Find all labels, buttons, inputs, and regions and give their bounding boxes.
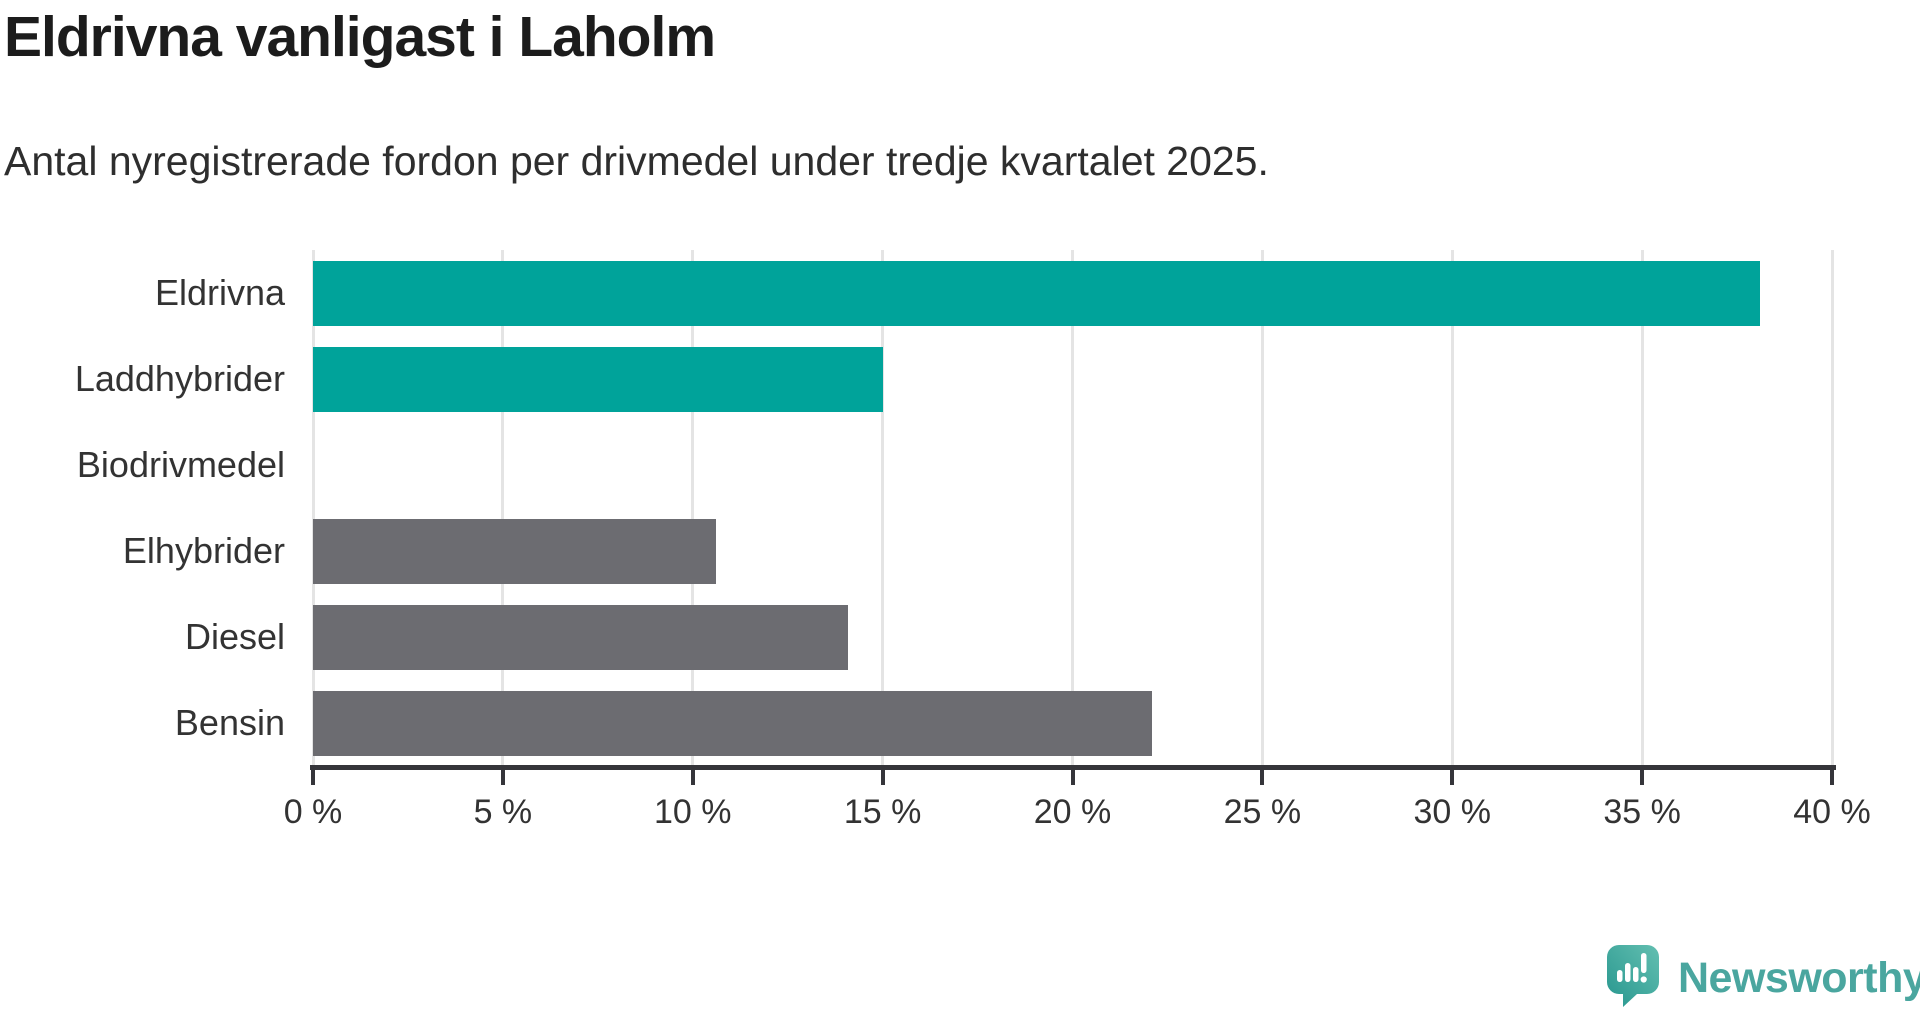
- gridline-30: [1450, 250, 1454, 765]
- x-tick-30: [1450, 770, 1455, 785]
- logo-bar-small: [1617, 970, 1623, 982]
- y-label-diesel: Diesel: [184, 616, 285, 657]
- gridline-20: [1071, 250, 1074, 765]
- logo-exclamation-dot: [1640, 976, 1647, 983]
- bar-diesel: [313, 605, 849, 670]
- logo-bar-medium: [1633, 967, 1639, 982]
- bar-bensin: [313, 691, 1153, 756]
- x-tick-label-40: 40 %: [1793, 793, 1871, 831]
- logo-bar-tall: [1625, 963, 1631, 982]
- x-tick-40: [1830, 770, 1834, 785]
- y-label-bensin: Bensin: [174, 702, 285, 743]
- x-tick-20: [1070, 770, 1075, 785]
- y-label-elhybrider: Elhybrider: [122, 530, 285, 571]
- gridline-40: [1830, 250, 1834, 765]
- x-tick-label-25: 25 %: [1223, 793, 1302, 831]
- x-axis-line: [310, 765, 1836, 770]
- x-tick-label-10: 10 %: [654, 793, 732, 831]
- x-tick-25: [1260, 770, 1265, 785]
- x-tick-label-35: 35 %: [1603, 793, 1681, 831]
- x-tick-label-30: 30 %: [1413, 793, 1492, 831]
- gridline-5: [501, 250, 505, 765]
- chart-subtitle: Antal nyregistrerade fordon per drivmede…: [4, 138, 1269, 184]
- newsworthy-logo: Newsworthy: [1606, 944, 1920, 1008]
- y-label-eldrivna: Eldrivna: [154, 272, 285, 313]
- x-tick-label-20: 20 %: [1033, 793, 1112, 831]
- y-label-laddhybrider: Laddhybrider: [74, 358, 285, 399]
- newsworthy-logo-text: Newsworthy: [1678, 954, 1920, 1002]
- x-tick-label-0: 0 %: [283, 793, 343, 831]
- bar-elhybrider: [313, 519, 716, 584]
- bar-laddhybrider: [313, 347, 883, 412]
- newsworthy-logo-icon: [1607, 945, 1659, 1007]
- gridline-10: [691, 250, 695, 765]
- x-tick-label-15: 15 %: [843, 793, 922, 831]
- x-tick-15: [880, 770, 885, 785]
- x-tick-5: [500, 770, 505, 785]
- gridline-0: [311, 250, 315, 765]
- gridline-15: [881, 250, 885, 765]
- y-label-biodrivmedel: Biodrivmedel: [76, 444, 285, 485]
- x-tick-label-5: 5 %: [473, 793, 533, 831]
- x-tick-0: [311, 770, 315, 785]
- gridline-35: [1640, 250, 1644, 765]
- logo-exclamation-bar: [1641, 953, 1647, 973]
- x-tick-10: [690, 770, 695, 785]
- chart-title: Eldrivna vanligast i Laholm: [4, 5, 716, 69]
- bar-eldrivna: [313, 261, 1760, 326]
- gridline-25: [1260, 250, 1264, 765]
- x-tick-35: [1640, 770, 1645, 785]
